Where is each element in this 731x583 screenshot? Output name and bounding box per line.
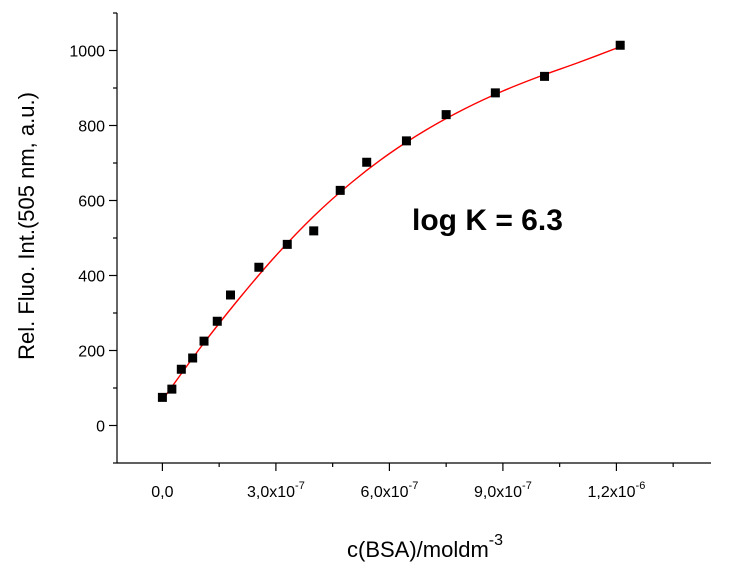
data-point [157, 392, 167, 402]
x-tick-label: 9,0x10-7 [474, 480, 532, 501]
y-tick-label: 600 [78, 194, 105, 211]
y-tick-label: 0 [96, 419, 105, 436]
data-point [490, 88, 500, 98]
y-tick-label: 1000 [69, 44, 105, 61]
data-point [309, 226, 319, 236]
data-points-layer [157, 40, 625, 402]
y-tick-label: 400 [78, 269, 105, 286]
data-point [226, 290, 236, 300]
x-axis-title: c(BSA)/moldm-3 [347, 532, 503, 562]
data-point [615, 40, 625, 50]
data-point [254, 262, 264, 272]
data-point [188, 353, 198, 363]
data-point [212, 316, 222, 326]
x-ticks: 0,0 3,0x10-7 6,0x10-7 9,0x10-7 1,2x10-6 [151, 463, 674, 501]
x-tick-label: 0,0 [151, 484, 173, 501]
data-point [199, 336, 209, 346]
x-tick-label: 6,0x10-7 [360, 480, 418, 501]
axes: 0,0 3,0x10-7 6,0x10-7 9,0x10-7 1,2x10-6 0 200… [69, 12, 711, 501]
x-axis-title-text: c(BSA)/moldm [347, 537, 489, 562]
data-point [176, 364, 186, 374]
data-point [540, 71, 550, 81]
x-axis-title-superscript: -3 [489, 532, 503, 549]
log-k-annotation: log K = 6.3 [412, 204, 563, 237]
data-point [362, 157, 372, 167]
data-point [282, 239, 292, 249]
data-point [335, 185, 345, 195]
data-point [401, 136, 411, 146]
data-point [441, 110, 451, 120]
y-ticks: 0 200 400 600 800 1000 [69, 12, 117, 464]
x-tick-label: 1,2x10-6 [587, 480, 645, 501]
y-axis-title: Rel. Fluo. Int.(505 nm, a.u.) [14, 92, 39, 360]
data-point [167, 384, 177, 394]
y-tick-label: 800 [78, 119, 105, 136]
x-tick-label: 3,0x10-7 [247, 480, 305, 501]
y-tick-label: 200 [78, 344, 105, 361]
